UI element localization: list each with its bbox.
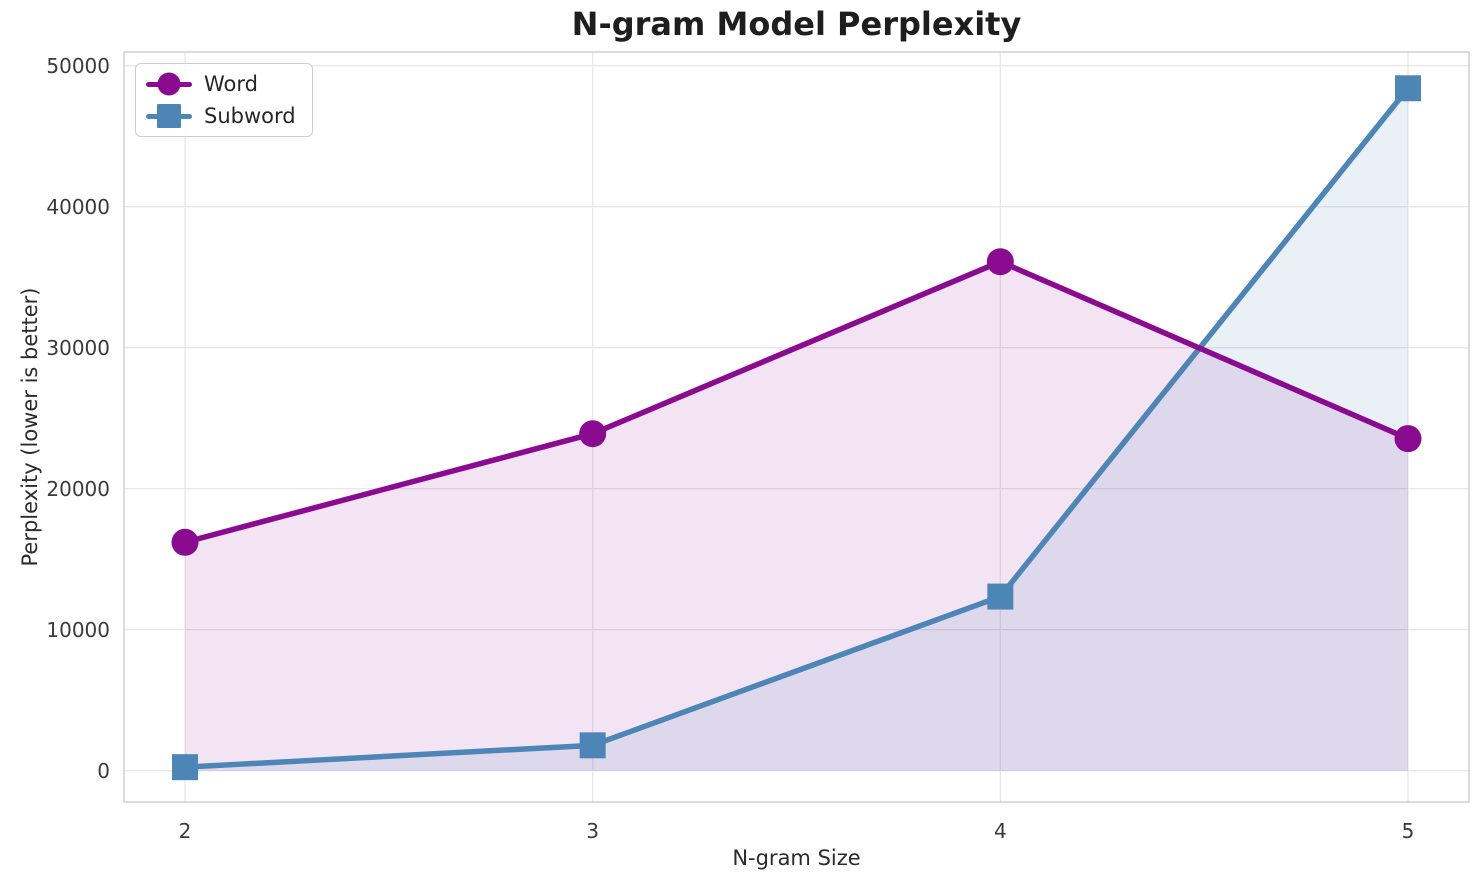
- y-tick-label: 20000: [46, 476, 110, 501]
- word-legend-glyph: [146, 71, 192, 97]
- subword-marker: [172, 754, 198, 781]
- legend-item-word: Word: [146, 69, 296, 99]
- word-marker: [1394, 425, 1422, 453]
- y-axis-label: Perplexity (lower is better): [18, 287, 42, 567]
- plot-border: [123, 51, 1470, 803]
- y-tick-label: 40000: [46, 194, 110, 219]
- subword-marker: [1395, 75, 1422, 102]
- x-tick-label: 4: [993, 819, 1007, 843]
- x-tick-label: 2: [178, 819, 192, 843]
- subword-marker: [987, 583, 1014, 610]
- word-line: [182, 258, 1411, 546]
- word-marker: [171, 528, 199, 556]
- legend-item-subword: Subword: [146, 101, 296, 131]
- x-tick-label: 5: [1401, 819, 1415, 843]
- x-axis-label: N-gram Size: [732, 846, 861, 870]
- subword-legend-marker: [157, 104, 181, 128]
- x-tick-label: 3: [586, 819, 600, 843]
- y-tick-label: 50000: [46, 53, 110, 78]
- word-area-fill: [185, 261, 1409, 771]
- legend-label: Word: [204, 72, 258, 96]
- word-marker: [579, 420, 607, 448]
- word-legend-marker: [157, 72, 181, 96]
- subword-area-fill: [185, 88, 1409, 771]
- subword-line: [182, 85, 1411, 770]
- chart-title: N-gram Model Perplexity: [571, 5, 1022, 43]
- y-tick-label: 0: [97, 758, 110, 783]
- subword-legend-glyph: [146, 103, 192, 129]
- subword-marker: [579, 732, 606, 759]
- y-tick-label: 10000: [46, 617, 110, 642]
- y-tick-label: 30000: [46, 335, 110, 360]
- legend: Word Subword: [135, 63, 313, 137]
- legend-label: Subword: [204, 104, 296, 128]
- word-marker: [986, 248, 1014, 276]
